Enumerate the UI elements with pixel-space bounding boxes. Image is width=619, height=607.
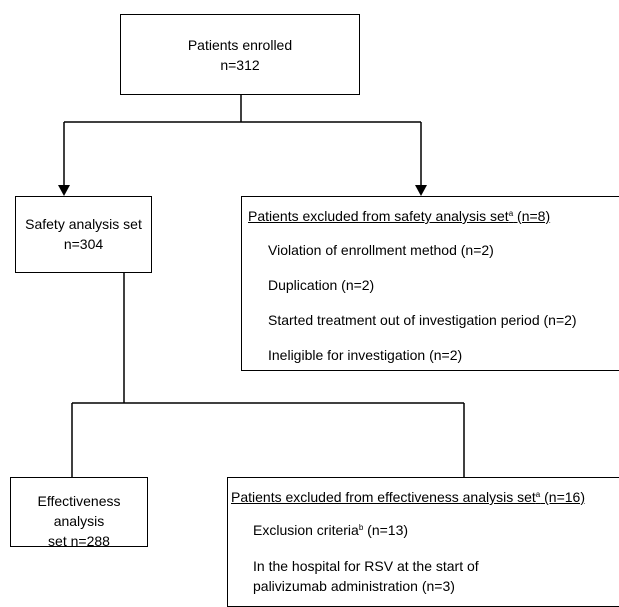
footnote-b-marker: b: [358, 523, 364, 532]
safety-excluded-box: Patients excluded from safety analysis s…: [241, 196, 619, 371]
safety-count: n=304: [63, 236, 104, 252]
safety-excluded-item: Ineligible for investigation (n=2): [268, 347, 463, 363]
enrolled-count: n=312: [220, 57, 260, 73]
safety-label: Safety analysis set: [25, 216, 142, 232]
effectiveness-label: Effectiveness analysis: [37, 493, 121, 529]
effectiveness-count: set n=288: [48, 533, 110, 549]
safety-excluded-item: Started treatment out of investigation p…: [268, 312, 577, 328]
footnote-a-marker: a: [535, 490, 541, 499]
arrowhead-to-safety: [58, 185, 70, 196]
footnote-a-marker: a: [508, 209, 514, 218]
safety-excluded-title: Patients excluded from safety analysis s…: [248, 208, 551, 224]
enrolled-label: Patients enrolled: [187, 37, 293, 53]
effectiveness-excluded-item-hospital: In the hospital for RSV at the start of …: [253, 558, 479, 594]
effectiveness-excluded-box: Patients excluded from effectiveness ana…: [227, 477, 619, 607]
safety-excluded-item: Duplication (n=2): [268, 277, 375, 293]
enrolled-box: Patients enrolled n=312: [120, 14, 360, 95]
effectiveness-excluded-item-exclusion: Exclusion criteriab (n=13): [253, 522, 409, 538]
safety-excluded-item: Violation of enrollment method (n=2): [268, 242, 494, 258]
effectiveness-box: Effectiveness analysis set n=288: [10, 477, 148, 549]
effectiveness-excluded-title: Patients excluded from effectiveness ana…: [231, 489, 585, 505]
safety-box: Safety analysis set n=304: [15, 196, 152, 273]
arrowhead-to-safety-excluded: [415, 185, 427, 196]
